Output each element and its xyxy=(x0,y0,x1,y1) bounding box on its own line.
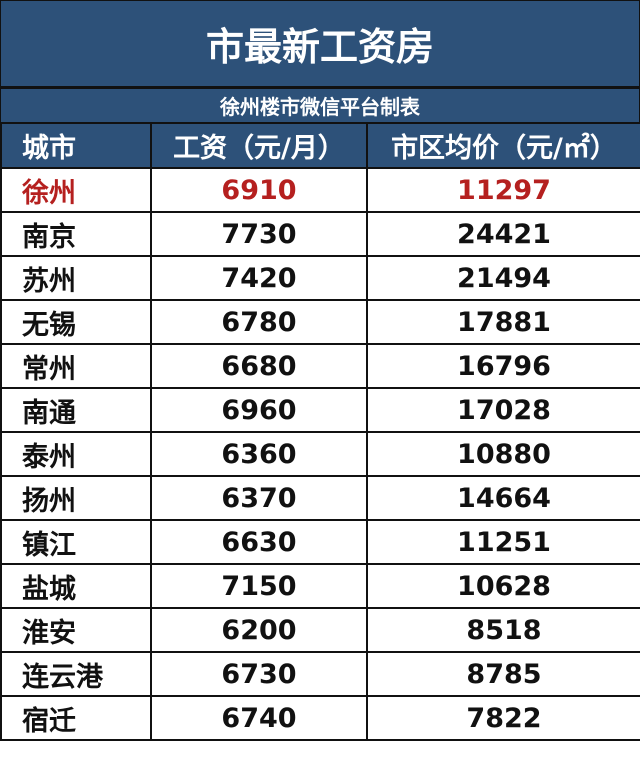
table-row: 宿迁 6740 7822 xyxy=(0,695,640,741)
salary-cell: 6910 xyxy=(150,167,368,213)
table-row: 徐州 6910 11297 xyxy=(0,167,640,213)
salary-cell: 6730 xyxy=(150,651,368,697)
city-cell: 盐城 xyxy=(0,563,152,609)
table-row: 盐城 7150 10628 xyxy=(0,563,640,609)
city-cell: 南通 xyxy=(0,387,152,433)
data-table: 城市 工资（元/月） 市区均价（元/㎡） 徐州 6910 11297 南京 7730 24… xyxy=(0,122,640,741)
salary-cell: 7730 xyxy=(150,211,368,257)
salary-cell: 6360 xyxy=(150,431,368,477)
header-price: 市区均价（元/㎡） xyxy=(366,122,640,169)
city-cell: 泰州 xyxy=(0,431,152,477)
price-cell: 21494 xyxy=(366,255,640,301)
price-cell: 8785 xyxy=(366,651,640,697)
salary-cell: 7420 xyxy=(150,255,368,301)
table-row: 苏州 7420 21494 xyxy=(0,255,640,301)
city-cell: 宿迁 xyxy=(0,695,152,741)
salary-cell: 6370 xyxy=(150,475,368,521)
salary-cell: 6200 xyxy=(150,607,368,653)
table-row: 连云港 6730 8785 xyxy=(0,651,640,697)
table-row: 无锡 6780 17881 xyxy=(0,299,640,345)
salary-cell: 6960 xyxy=(150,387,368,433)
city-cell: 徐州 xyxy=(0,167,152,213)
salary-cell: 6680 xyxy=(150,343,368,389)
salary-cell: 6780 xyxy=(150,299,368,345)
price-cell: 10628 xyxy=(366,563,640,609)
price-cell: 11251 xyxy=(366,519,640,565)
table-row: 南通 6960 17028 xyxy=(0,387,640,433)
header-salary: 工资（元/月） xyxy=(150,122,368,169)
header-city: 城市 xyxy=(0,122,152,169)
price-cell: 17881 xyxy=(366,299,640,345)
price-cell: 10880 xyxy=(366,431,640,477)
table-row: 淮安 6200 8518 xyxy=(0,607,640,653)
price-cell: 11297 xyxy=(366,167,640,213)
page-title: 市最新工资房 xyxy=(0,0,640,88)
table-row: 扬州 6370 14664 xyxy=(0,475,640,521)
price-cell: 17028 xyxy=(366,387,640,433)
city-cell: 镇江 xyxy=(0,519,152,565)
city-cell: 常州 xyxy=(0,343,152,389)
table-row: 镇江 6630 11251 xyxy=(0,519,640,565)
city-cell: 苏州 xyxy=(0,255,152,301)
subtitle: 徐州楼市微信平台制表 xyxy=(0,88,640,123)
salary-cell: 6630 xyxy=(150,519,368,565)
city-cell: 连云港 xyxy=(0,651,152,697)
price-cell: 24421 xyxy=(366,211,640,257)
city-cell: 淮安 xyxy=(0,607,152,653)
price-cell: 16796 xyxy=(366,343,640,389)
price-cell: 8518 xyxy=(366,607,640,653)
table-row: 常州 6680 16796 xyxy=(0,343,640,389)
salary-cell: 7150 xyxy=(150,563,368,609)
price-cell: 7822 xyxy=(366,695,640,741)
table-row: 泰州 6360 10880 xyxy=(0,431,640,477)
header-row: 城市 工资（元/月） 市区均价（元/㎡） xyxy=(0,122,640,169)
city-cell: 南京 xyxy=(0,211,152,257)
city-cell: 无锡 xyxy=(0,299,152,345)
table-row: 南京 7730 24421 xyxy=(0,211,640,257)
salary-cell: 6740 xyxy=(150,695,368,741)
city-cell: 扬州 xyxy=(0,475,152,521)
price-cell: 14664 xyxy=(366,475,640,521)
